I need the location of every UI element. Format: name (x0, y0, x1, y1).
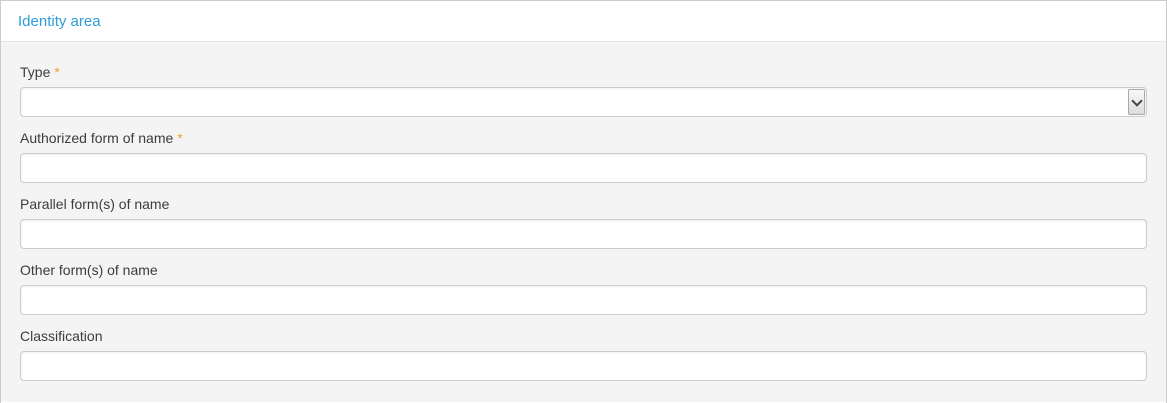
other-forms-of-name-input[interactable] (20, 285, 1147, 315)
field-label-text: Type (20, 64, 51, 80)
field-label-text: Authorized form of name (20, 130, 174, 146)
type-select[interactable] (20, 87, 1147, 117)
field-label-text: Classification (20, 328, 103, 344)
form-field-type: Type * (20, 65, 1147, 117)
panel-title: Identity area (18, 12, 101, 30)
required-asterisk: * (54, 64, 60, 80)
form-field-classification: Classification (20, 329, 1147, 381)
select-dropdown-button[interactable] (1128, 89, 1145, 115)
classification-input[interactable] (20, 351, 1147, 381)
field-label: Type * (20, 65, 1147, 79)
field-label-text: Other form(s) of name (20, 262, 158, 278)
field-label: Other form(s) of name (20, 263, 1147, 277)
form-field-parallel-forms-of-name: Parallel form(s) of name (20, 197, 1147, 249)
parallel-forms-of-name-input[interactable] (20, 219, 1147, 249)
field-label: Classification (20, 329, 1147, 343)
form-field-other-forms-of-name: Other form(s) of name (20, 263, 1147, 315)
required-asterisk: * (177, 130, 183, 146)
field-label: Parallel form(s) of name (20, 197, 1147, 211)
field-label: Authorized form of name * (20, 131, 1147, 145)
field-label-text: Parallel form(s) of name (20, 196, 170, 212)
panel-body: Type * Authorized form of name * Parallel … (1, 42, 1166, 402)
panel-header: Identity area (1, 1, 1166, 42)
chevron-down-icon (1130, 94, 1143, 107)
authorized-form-of-name-input[interactable] (20, 153, 1147, 183)
form-field-authorized-form-of-name: Authorized form of name * (20, 131, 1147, 183)
